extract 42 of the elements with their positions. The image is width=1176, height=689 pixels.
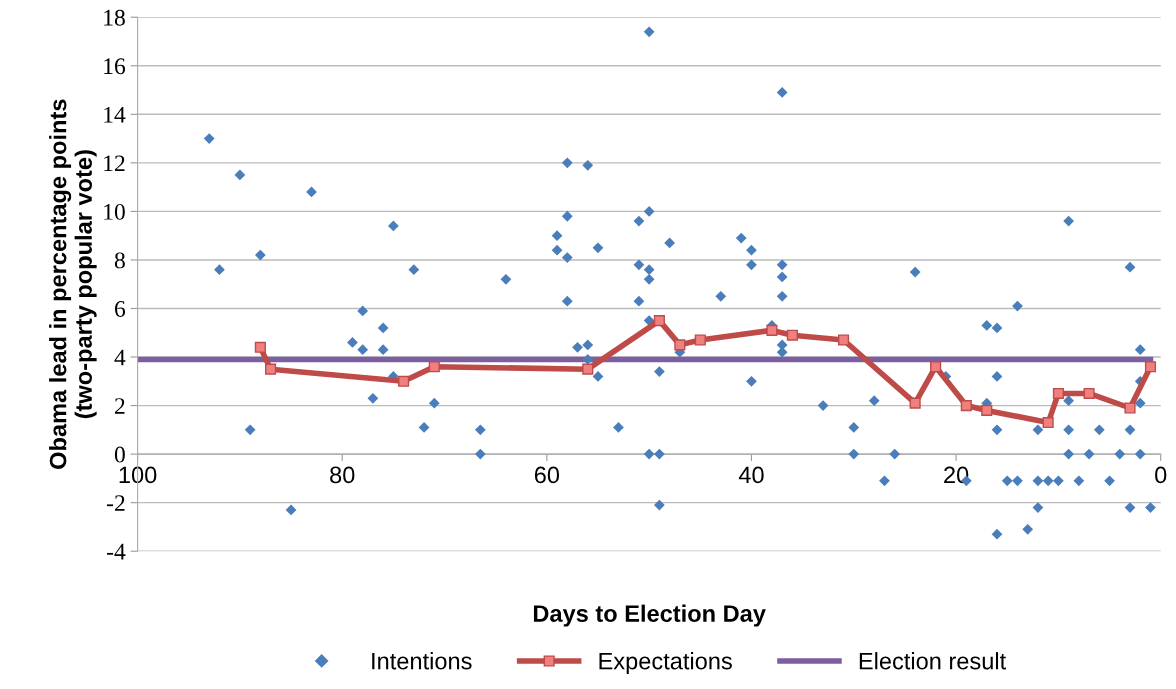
legend-label: Expectations: [599, 652, 732, 675]
y-tick-label: 14: [104, 106, 126, 123]
y-tick-label: -2: [107, 495, 125, 511]
y-tick-label: 0: [114, 446, 125, 463]
point: [909, 397, 921, 409]
point: [582, 363, 594, 375]
point: [786, 329, 798, 341]
point: [265, 363, 277, 375]
point: [254, 341, 266, 353]
point: [428, 361, 440, 373]
x-tick-label: 100: [119, 466, 157, 484]
point: [1052, 387, 1064, 399]
y-tick-label: 8: [114, 252, 125, 269]
y-tick-label: -4: [107, 543, 126, 560]
point: [766, 324, 778, 336]
point: [930, 361, 942, 373]
y-tick-label: 2: [115, 398, 125, 414]
point: [1124, 402, 1136, 414]
x-tick-label: 80: [330, 466, 355, 484]
point: [694, 334, 706, 346]
point: [674, 339, 686, 351]
point: [1042, 417, 1054, 429]
y-tick-label: 6: [115, 301, 126, 317]
legend-label: Election result: [859, 652, 1007, 670]
y-tick-label: 12: [104, 155, 125, 172]
point: [398, 375, 410, 387]
point: [981, 404, 993, 416]
point: [1083, 387, 1095, 399]
point: [960, 400, 972, 412]
x-tick-label: 0: [1155, 466, 1167, 484]
y-tick-label: 4: [114, 349, 126, 366]
x-tick-label: 40: [738, 466, 764, 484]
y-tick-label: 10: [104, 203, 125, 220]
x-axis-title: Days to Election Day: [533, 604, 766, 627]
point: [837, 334, 850, 346]
y-tick-label: 18: [104, 9, 125, 26]
y-axis-title: Obama lead in percentage points (two-party popular vote): [49, 99, 97, 469]
x-tick-label: 60: [534, 466, 560, 484]
point: [653, 315, 665, 327]
legend-label: Intentions: [372, 652, 472, 670]
point: [1144, 361, 1157, 373]
y-tick-label: 16: [104, 58, 126, 75]
